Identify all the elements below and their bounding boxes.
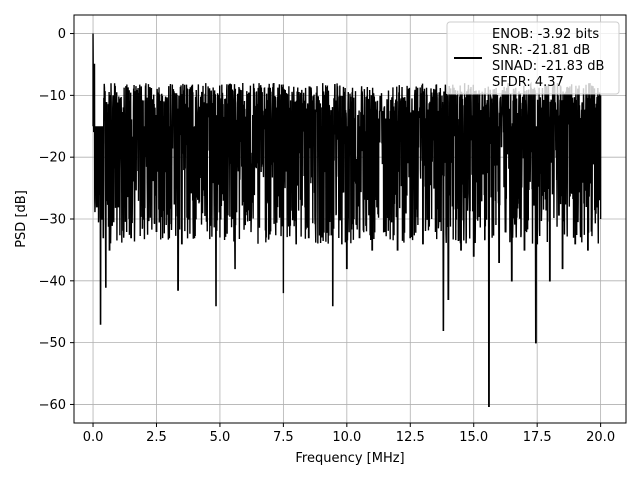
y-tick-label: −40 <box>39 274 66 289</box>
data-line-group <box>92 33 602 408</box>
y-tick-label: −50 <box>39 336 66 351</box>
x-tick-label: 12.5 <box>396 430 425 445</box>
y-tick-label: 0 <box>58 27 66 42</box>
x-tick-label: 5.0 <box>210 430 231 445</box>
x-tick-label: 20.0 <box>586 430 615 445</box>
y-axis-label: PSD [dB] <box>14 190 29 248</box>
legend: ENOB: -3.92 bits SNR: -21.81 dB SINAD: -… <box>446 21 620 95</box>
y-ticks: 0 −10 −20 −30 −40 −50 −60 <box>39 27 74 413</box>
y-tick-label: −20 <box>39 151 66 166</box>
x-tick-label: 17.5 <box>523 430 552 445</box>
x-ticks: 0.0 2.5 5.0 7.5 10.0 12.5 15.0 17.5 20.0 <box>83 423 615 445</box>
x-tick-label: 7.5 <box>273 430 294 445</box>
y-tick-label: −10 <box>39 89 66 104</box>
legend-sfdr: SFDR: 4.37 <box>492 75 564 90</box>
x-tick-label: 2.5 <box>146 430 167 445</box>
x-tick-label: 0.0 <box>83 430 104 445</box>
y-tick-label: −60 <box>39 398 66 413</box>
legend-sinad: SINAD: -21.83 dB <box>492 59 604 74</box>
legend-box <box>446 21 620 95</box>
x-tick-label: 15.0 <box>459 430 488 445</box>
x-tick-label: 10.0 <box>332 430 361 445</box>
x-axis-label: Frequency [MHz] <box>295 451 404 466</box>
legend-enob: ENOB: -3.92 bits <box>492 27 599 42</box>
legend-snr: SNR: -21.81 dB <box>492 43 590 58</box>
psd-series-line <box>92 33 602 408</box>
y-tick-label: −30 <box>39 213 66 228</box>
